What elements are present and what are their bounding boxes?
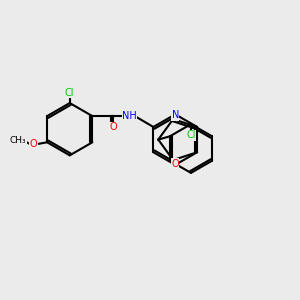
Text: Cl: Cl	[65, 88, 74, 98]
Text: Cl: Cl	[186, 130, 196, 140]
Text: O: O	[29, 139, 37, 149]
Text: NH: NH	[122, 110, 137, 121]
Text: O: O	[171, 159, 179, 169]
Text: N: N	[172, 110, 179, 120]
Text: O: O	[110, 122, 117, 132]
Text: CH₃: CH₃	[10, 136, 27, 145]
